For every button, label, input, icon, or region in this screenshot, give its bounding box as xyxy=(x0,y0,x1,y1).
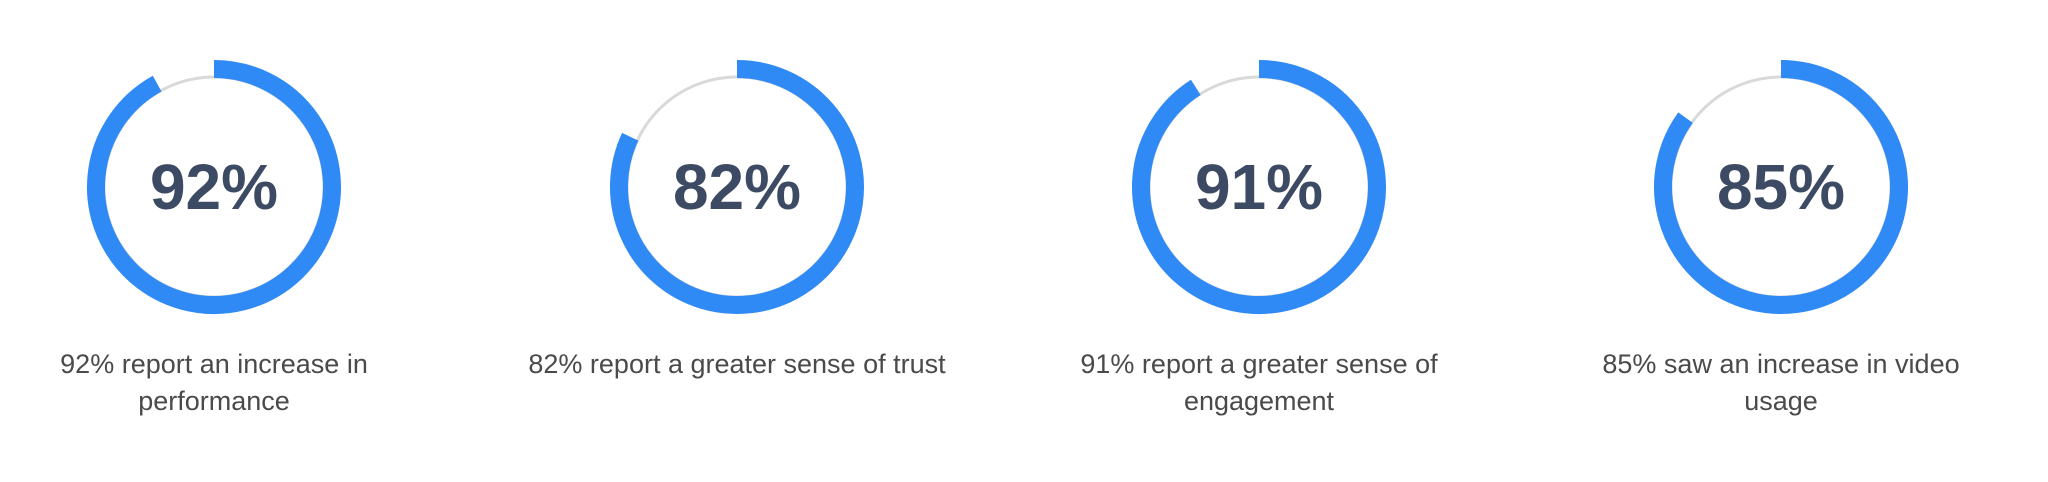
caption: 82% report a greater sense of trust xyxy=(528,349,946,379)
progress-arc xyxy=(1654,60,1908,314)
value-label: 85% xyxy=(1717,151,1845,223)
caption: 85% saw an increase in video usage xyxy=(1602,349,1960,416)
value-label: 82% xyxy=(673,151,801,223)
progress-arc xyxy=(1132,60,1386,314)
progress-arc xyxy=(610,60,864,314)
caption: 92% report an increase in performance xyxy=(60,349,368,416)
caption: 91% report a greater sense of engagement xyxy=(1080,349,1438,416)
progress-arc xyxy=(87,60,341,314)
value-label: 91% xyxy=(1195,151,1323,223)
value-label: 92% xyxy=(150,151,278,223)
